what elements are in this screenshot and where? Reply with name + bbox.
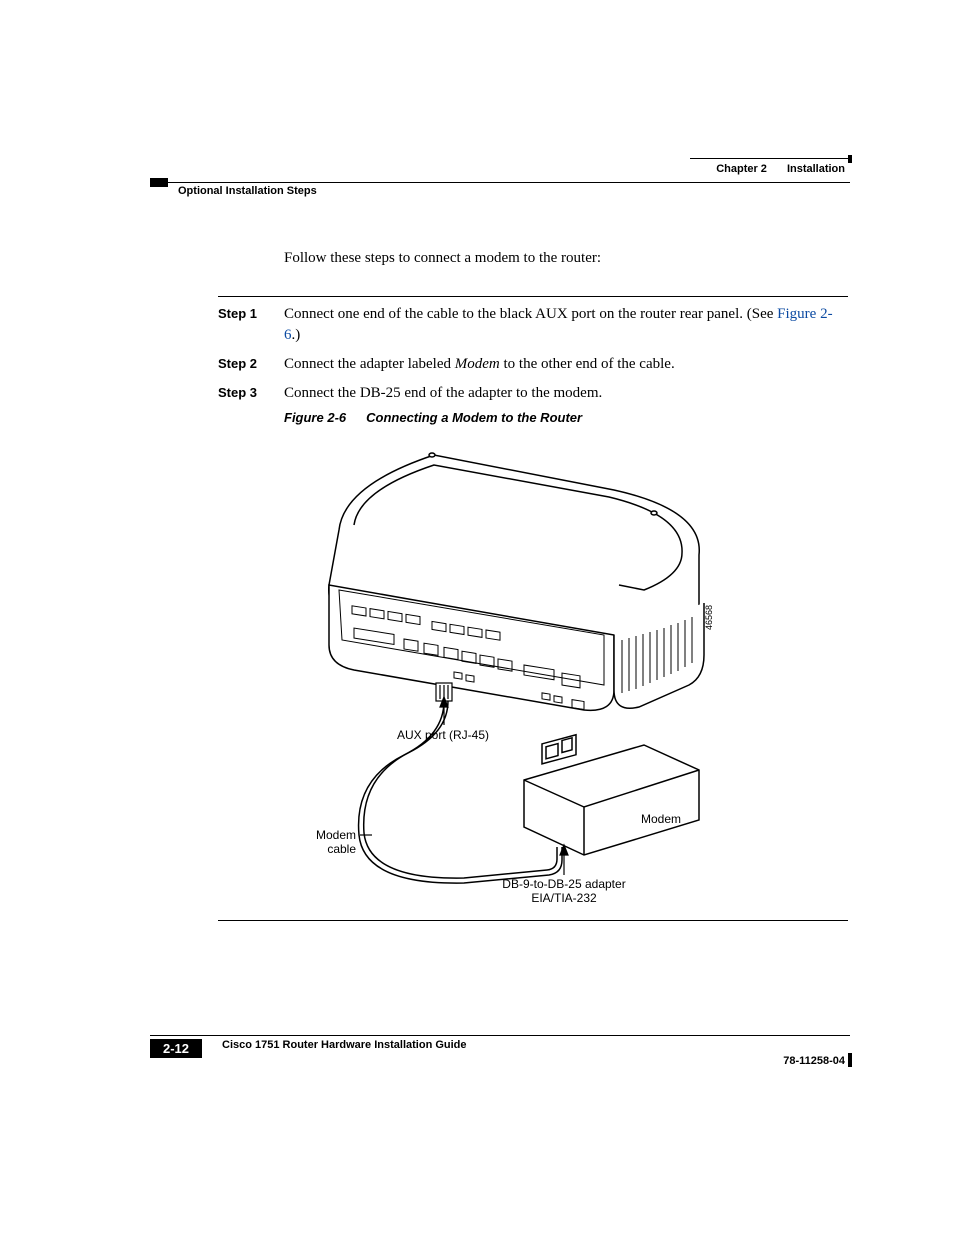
italic-term: Modem — [455, 356, 500, 372]
chapter-label: Chapter 2 Installation — [690, 163, 845, 175]
figure-caption: Figure 2-6 Connecting a Modem to the Rout… — [284, 410, 582, 425]
callout-adapter: DB-9-to-DB-25 adapter EIA/TIA-232 — [494, 877, 634, 906]
step-row: Step 2 Connect the adapter labeled Modem… — [218, 354, 848, 375]
step-label: Step 3 — [218, 383, 284, 404]
step-label: Step 2 — [218, 354, 284, 375]
callout-modem-cable: Modem cable — [284, 828, 356, 857]
figure-bottom-rule — [218, 920, 848, 921]
intro-text: Follow these steps to connect a modem to… — [284, 250, 844, 267]
figure-number: Figure 2-6 — [284, 410, 346, 425]
section-title: Optional Installation Steps — [178, 185, 317, 197]
steps-block: Step 1 Connect one end of the cable to t… — [218, 296, 848, 412]
page-number: 2-12 — [150, 1039, 202, 1058]
chapter-prefix: Chapter 2 — [716, 163, 767, 175]
doc-number-cap — [848, 1053, 852, 1067]
step-row: Step 1 Connect one end of the cable to t… — [218, 304, 848, 346]
callout-aux-port: AUX port (RJ-45) — [397, 728, 489, 742]
step-text: Connect the DB-25 end of the adapter to … — [284, 383, 848, 404]
step-text: Connect the adapter labeled Modem to the… — [284, 354, 848, 375]
figure-diagram: 46568 AUX port (RJ-45) Modem cable DB-9-… — [284, 435, 714, 915]
step-row: Step 3 Connect the DB-25 end of the adap… — [218, 383, 848, 404]
doc-number: 78-11258-04 — [750, 1055, 845, 1067]
callout-modem: Modem — [641, 812, 681, 826]
step-label: Step 1 — [218, 304, 284, 346]
header-rule-left — [150, 182, 850, 183]
footer-rule — [150, 1035, 850, 1036]
figure-title: Connecting a Modem to the Router — [366, 410, 582, 425]
chapter-title: Installation — [787, 163, 845, 175]
footer-title: Cisco 1751 Router Hardware Installation … — [222, 1039, 467, 1051]
step-text: Connect one end of the cable to the blac… — [284, 304, 848, 346]
header-rule-right — [690, 158, 850, 159]
figure-id: 46568 — [704, 605, 714, 630]
header-rule-right-cap — [848, 155, 852, 163]
